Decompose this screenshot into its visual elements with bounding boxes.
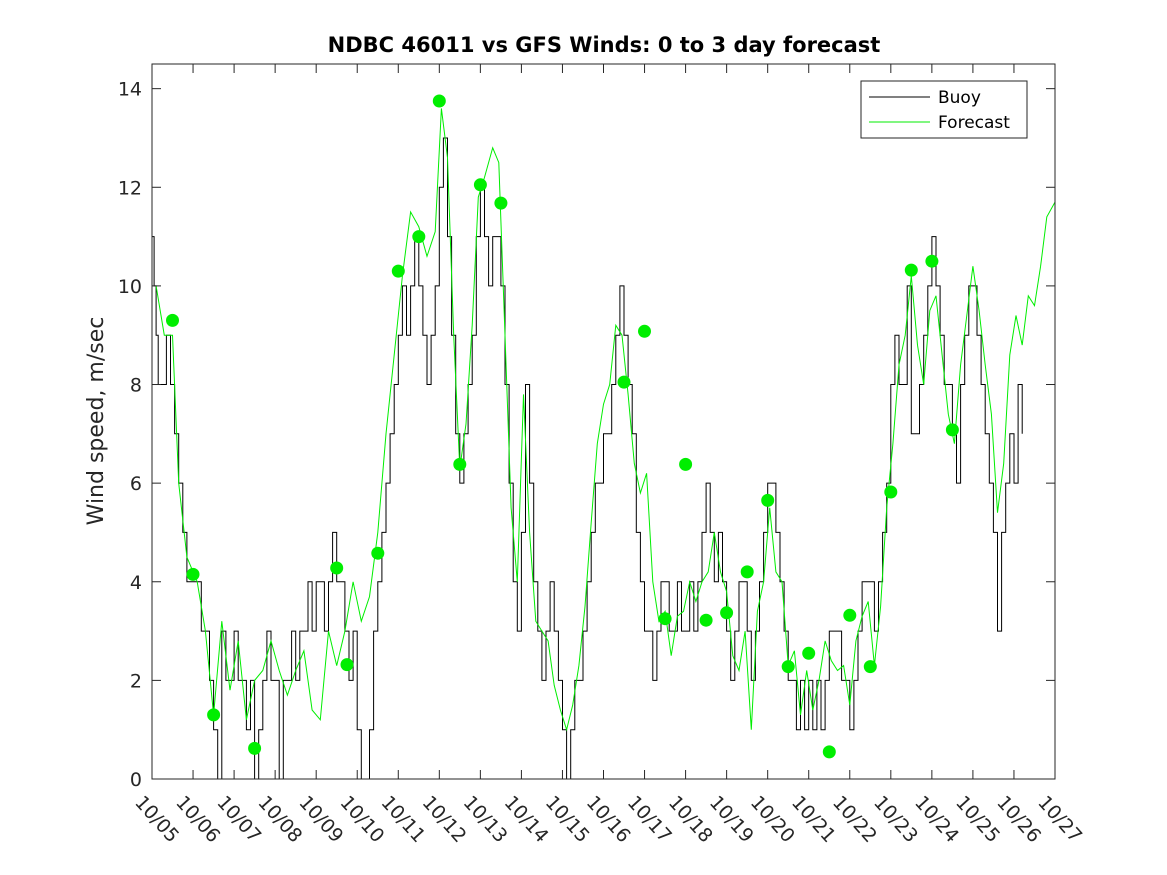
x-tick-label: 10/23 — [869, 792, 922, 847]
x-tick-label: 10/13 — [459, 792, 512, 847]
analysis-marker — [822, 745, 836, 759]
analysis-marker — [802, 646, 816, 660]
x-tick-label: 10/06 — [171, 792, 224, 847]
analysis-marker — [166, 313, 179, 327]
x-tick-label: 10/18 — [664, 792, 717, 847]
x-tick-label: 10/24 — [910, 792, 963, 847]
x-tick-label: 10/14 — [500, 792, 553, 847]
analysis-marker — [904, 263, 918, 277]
x-tick-label: 10/10 — [336, 792, 389, 847]
x-tick-label: 10/27 — [1033, 792, 1086, 847]
series-layer — [152, 108, 1056, 780]
y-tick-label: 0 — [130, 769, 142, 791]
x-tick-label: 10/08 — [253, 792, 306, 847]
analysis-marker — [638, 324, 651, 338]
analysis-marker — [781, 660, 795, 674]
legend-box — [860, 80, 1028, 139]
marker-layer — [166, 94, 959, 759]
analysis-marker — [617, 375, 631, 389]
analysis-marker — [340, 658, 354, 672]
analysis-marker — [371, 546, 385, 560]
analysis-marker — [391, 264, 405, 278]
x-tick-label: 10/12 — [418, 792, 471, 847]
legend: Buoy Forecast — [860, 80, 1028, 139]
y-axis: 0 2 4 6 8 10 12 14 — [118, 79, 1055, 791]
analysis-marker — [658, 612, 672, 626]
y-tick-label: 12 — [118, 177, 142, 199]
x-tick-label: 10/26 — [992, 792, 1045, 847]
y-tick-label: 14 — [118, 79, 142, 101]
x-tick-label: 10/15 — [541, 792, 594, 847]
y-tick-label: 2 — [130, 670, 142, 692]
x-tick-label: 10/09 — [294, 792, 347, 847]
analysis-marker — [453, 457, 467, 471]
analysis-marker — [248, 741, 262, 755]
analysis-marker — [473, 178, 487, 192]
buoy-series-line — [152, 137, 1023, 780]
x-tick-label: 10/11 — [377, 792, 430, 847]
x-tick-label: 10/22 — [828, 792, 881, 847]
analysis-marker — [330, 561, 344, 575]
legend-label-forecast: Forecast — [938, 113, 1010, 133]
analysis-marker — [843, 608, 857, 622]
y-tick-label: 8 — [130, 375, 142, 397]
x-tick-label: 10/25 — [951, 792, 1004, 847]
analysis-marker — [679, 457, 693, 471]
x-tick-label: 10/16 — [582, 792, 635, 847]
x-tick-label: 10/20 — [746, 792, 799, 847]
analysis-marker — [740, 565, 754, 579]
y-tick-label: 6 — [130, 473, 142, 495]
analysis-marker — [945, 423, 959, 437]
plot-background — [152, 64, 1055, 779]
y-tick-label: 4 — [130, 572, 142, 594]
analysis-marker — [884, 485, 898, 499]
analysis-marker — [412, 230, 426, 244]
analysis-marker — [699, 613, 713, 627]
analysis-marker — [494, 196, 508, 210]
analysis-marker — [863, 660, 877, 674]
analysis-marker — [207, 708, 221, 722]
chart-title: NDBC 46011 vs GFS Winds: 0 to 3 day fore… — [328, 33, 881, 57]
x-tick-label: 10/17 — [623, 792, 676, 847]
analysis-marker — [720, 606, 734, 620]
analysis-marker — [432, 94, 446, 108]
x-tick-label: 10/07 — [212, 792, 265, 847]
x-tick-label: 10/21 — [787, 792, 840, 847]
forecast-series-line — [155, 108, 1056, 732]
analysis-marker — [761, 493, 775, 507]
analysis-marker — [925, 254, 939, 268]
legend-label-buoy: Buoy — [938, 88, 981, 108]
y-tick-label: 10 — [118, 276, 142, 298]
y-axis-label: Wind speed, m/sec — [84, 317, 109, 526]
analysis-marker — [186, 567, 200, 581]
x-tick-label: 10/05 — [130, 792, 183, 847]
x-tick-label: 10/19 — [705, 792, 758, 847]
